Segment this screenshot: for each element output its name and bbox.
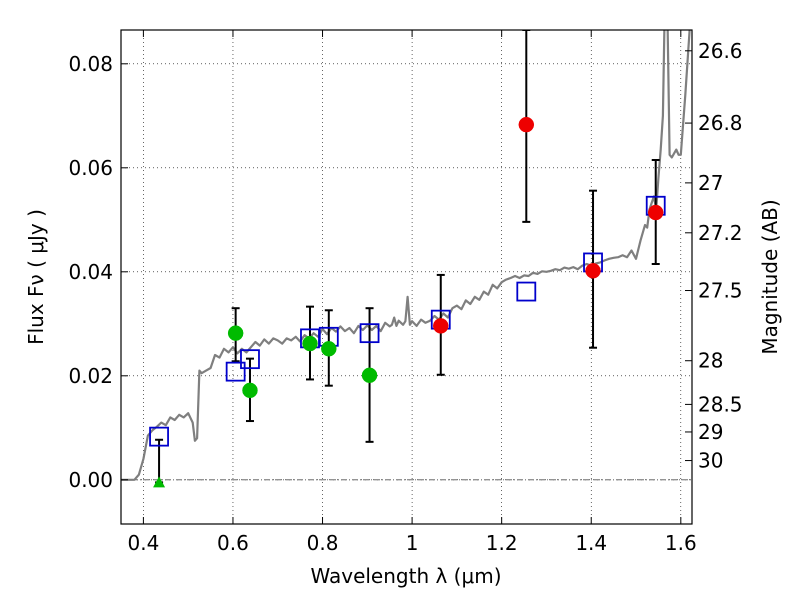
x-tick-label: 1.4 xyxy=(575,531,607,555)
observed-flux-point xyxy=(302,335,318,352)
x-tick-label: 1.2 xyxy=(486,531,518,555)
x-tick-label: 0.6 xyxy=(217,531,249,555)
right-tick-label: 27.2 xyxy=(698,221,743,245)
right-tick-label: 26.6 xyxy=(698,39,743,63)
grid xyxy=(121,30,692,524)
right-tick-label: 29 xyxy=(698,420,723,444)
x-tick-label: 0.4 xyxy=(127,531,159,555)
x-tick-label: 1 xyxy=(406,531,419,555)
right-axis-label: Magnitude (AB) xyxy=(758,199,782,354)
y-tick-label: 0.00 xyxy=(68,468,113,492)
x-tick-label: 1.6 xyxy=(665,531,697,555)
observed-flux-point xyxy=(585,263,601,279)
right-tick-label: 27 xyxy=(698,171,723,195)
observed-flux-point xyxy=(518,116,535,133)
model-photometry-square xyxy=(240,349,260,370)
observed-flux-point xyxy=(433,318,449,334)
model-photometry-square xyxy=(149,426,169,447)
model-spectrum-layer xyxy=(121,30,691,481)
right-tick-label: 26.8 xyxy=(698,111,743,135)
y-tick-label: 0.02 xyxy=(68,364,113,388)
model-photometry-square xyxy=(359,323,380,344)
model-photometry-square xyxy=(516,281,537,302)
plot-frame xyxy=(120,29,693,525)
right-tick-label: 30 xyxy=(698,449,723,473)
y-tick-label: 0.08 xyxy=(68,52,113,76)
ticks: 0.4 0.6 0.8 1 1.2 1.4 1.6 0.00 0.02 0.04 0.06 0.08 2… xyxy=(68,30,743,555)
model-photometry-square xyxy=(225,361,246,382)
marker-layer xyxy=(149,116,666,488)
y-axis-label: Flux Fν ( μJy ) xyxy=(24,209,48,345)
y-tick-label: 0.06 xyxy=(68,156,113,180)
x-tick-label: 0.8 xyxy=(307,531,339,555)
right-tick-label: 28.5 xyxy=(698,392,743,416)
observed-flux-point xyxy=(647,204,664,221)
model-spectrum-line xyxy=(121,30,691,481)
x-axis-label: Wavelength λ (μm) xyxy=(310,564,501,588)
right-tick-label: 28 xyxy=(698,349,723,373)
observed-flux-point xyxy=(361,367,378,384)
right-tick-label: 27.5 xyxy=(698,279,743,303)
y-tick-label: 0.04 xyxy=(68,260,113,284)
observed-flux-point xyxy=(321,341,337,357)
observed-flux-point xyxy=(227,325,244,341)
observed-flux-point xyxy=(242,382,258,399)
observed-flux-triangle xyxy=(153,476,166,488)
